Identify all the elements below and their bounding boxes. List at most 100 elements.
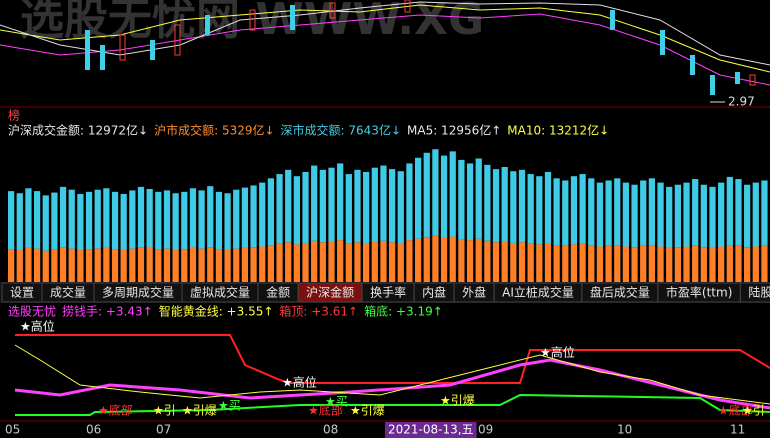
volume-bar (718, 182, 725, 247)
volume-bar (207, 247, 214, 282)
volume-bar (51, 192, 58, 250)
volume-bar (181, 249, 188, 282)
volume-bar (137, 186, 145, 248)
volume-bar (259, 246, 266, 282)
volume-bar (553, 245, 560, 282)
volume-bar (527, 174, 534, 244)
signal-label: ★高位 (540, 345, 575, 360)
volume-bar (700, 247, 707, 282)
volume-bar (683, 246, 690, 282)
volume-bar (518, 169, 526, 243)
volume-bar (718, 246, 725, 282)
volume-bar (85, 249, 93, 282)
volume-bar (527, 243, 534, 282)
volume-bar (640, 180, 647, 246)
tab[interactable] (739, 282, 770, 303)
volume-bar (155, 191, 162, 250)
legend-item: 深市成交额: 7643亿↓ (281, 123, 401, 138)
volume-bar (293, 244, 300, 282)
volume-bar (752, 182, 759, 247)
volume-bar (146, 247, 153, 282)
volume-bar (293, 176, 300, 245)
volume-bar (25, 188, 32, 248)
signal-label: ★底部 (718, 403, 753, 418)
volume-bar (605, 180, 612, 246)
volume-bar (510, 242, 517, 282)
volume-bar (68, 189, 75, 249)
volume-bar (354, 242, 361, 282)
tab-label[interactable]: 虚拟成交量 (190, 285, 250, 300)
x-label: 07 (156, 423, 171, 437)
volume-bar (631, 184, 638, 248)
volume-bar (648, 245, 656, 282)
x-label: 05 (5, 423, 20, 437)
volume-bar (8, 191, 15, 250)
tab-label[interactable]: 市盈率(ttm) (666, 285, 732, 300)
volume-bar (233, 189, 240, 249)
volume-bar (233, 248, 240, 282)
volume-bar (458, 159, 465, 240)
tab-label[interactable]: 换手率 (370, 285, 406, 300)
volume-bar (657, 182, 664, 247)
volume-bar (163, 248, 171, 282)
volume-bar (631, 247, 638, 282)
volume-bar (666, 186, 673, 248)
volume-bar (414, 157, 422, 239)
volume-bar (129, 248, 136, 282)
volume-chart (8, 149, 768, 282)
tab-label[interactable]: 陆股通持 (748, 285, 770, 300)
signal-label: ★引爆 (350, 404, 385, 418)
volume-bar (423, 237, 430, 282)
tab-label[interactable]: 沪深金额 (306, 285, 354, 300)
volume-bar (250, 185, 257, 248)
volume-bar (432, 149, 439, 236)
volume-bar (674, 247, 681, 282)
ma-line (0, 13, 770, 86)
volume-bar (544, 242, 552, 282)
volume-bar (562, 245, 569, 282)
tab-label[interactable]: 设置 (10, 286, 34, 300)
volume-bar (666, 247, 673, 282)
tab-label[interactable]: 外盘 (462, 285, 486, 300)
volume-bar (94, 248, 101, 282)
tab-label[interactable]: 内盘 (422, 285, 446, 300)
volume-bar (423, 152, 430, 238)
volume-bar (94, 189, 101, 249)
tab-label[interactable]: 成交量 (50, 285, 86, 300)
volume-bar (570, 244, 578, 282)
volume-bar (761, 245, 768, 282)
volume-bar (129, 190, 136, 249)
volume-bar (397, 171, 404, 243)
volume-bar (596, 246, 604, 282)
volume-bar (579, 243, 586, 282)
volume-bar (59, 186, 67, 248)
volume-bar (752, 246, 759, 282)
volume-bar (440, 237, 448, 282)
volume-bar (466, 240, 474, 282)
signal-label: ★买 (325, 395, 348, 409)
volume-bar (285, 169, 292, 243)
signal-label: ★买 (218, 399, 241, 413)
tab-label[interactable]: 多周期成交量 (102, 285, 174, 300)
tab-label[interactable]: 盘后成交量 (590, 285, 650, 300)
volume-bar (458, 239, 465, 282)
volume-bar (570, 176, 578, 245)
golden-line (14, 344, 770, 405)
tab-label[interactable]: AI立桩成交量 (502, 285, 574, 300)
volume-bar (120, 193, 127, 251)
legend-item: MA10: 13212亿↓ (507, 123, 609, 138)
box-top (15, 334, 770, 384)
section-label: 榜 (8, 108, 20, 123)
volume-bar (553, 178, 560, 246)
volume-bar (692, 245, 699, 282)
volume-bar (692, 179, 699, 246)
legend-item: 沪市成交额: 5329亿↓ (154, 123, 274, 138)
volume-bar (267, 178, 275, 246)
legend-item: MA5: 12956亿↑ (407, 123, 501, 138)
volume-bar (42, 195, 49, 251)
volume-bar (155, 249, 162, 282)
volume-bar (605, 245, 612, 282)
legend-item: 智能黄金线: +3.55↑ (159, 304, 274, 319)
legend-item: 选股无忧 (8, 305, 56, 319)
tab-label[interactable]: 金额 (266, 285, 290, 300)
